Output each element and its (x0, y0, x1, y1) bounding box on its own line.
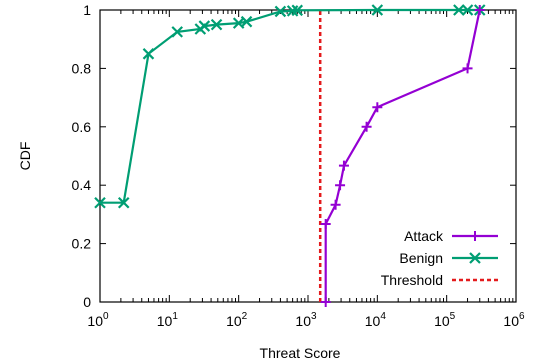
legend-marker-attack (470, 231, 480, 241)
x-tick-label: 102 (226, 311, 248, 329)
x-tick-exponent: 1 (172, 311, 178, 322)
benign-point (291, 4, 304, 17)
x-tick-exponent: 6 (519, 311, 525, 322)
x-tick-base: 10 (503, 313, 519, 329)
y-tick-label: 0.2 (72, 236, 92, 252)
benign-series (94, 4, 486, 209)
x-tick-label: 106 (503, 311, 525, 329)
x-tick-base: 10 (434, 313, 450, 329)
attack-point (320, 219, 331, 230)
attack-point (320, 297, 331, 307)
y-tick-label: 0.4 (72, 177, 92, 193)
attack-point (338, 160, 349, 171)
benign-point (142, 48, 155, 60)
y-tick-label: 0.8 (72, 60, 92, 76)
x-tick-exponent: 5 (450, 311, 456, 322)
attack-point (361, 121, 372, 132)
series-layer (94, 4, 486, 307)
benign-point (171, 26, 184, 38)
benign-point (240, 15, 253, 28)
attack-point (330, 199, 341, 210)
x-tick-label: 100 (87, 311, 109, 329)
x-tick-exponent: 0 (103, 311, 109, 322)
legend-label-threshold: Threshold (381, 272, 443, 288)
x-tick-base: 10 (87, 313, 103, 329)
legend-label-attack: Attack (404, 228, 444, 244)
attack-point (474, 5, 485, 15)
x-tick-base: 10 (365, 313, 381, 329)
x-tick-exponent: 4 (380, 311, 386, 322)
x-tick-label: 104 (365, 311, 387, 329)
benign-line (100, 8, 480, 204)
x-tick-label: 101 (157, 311, 179, 329)
benign-point (117, 196, 130, 209)
y-tick-label: 0.6 (72, 119, 92, 135)
x-tick-base: 10 (295, 313, 311, 329)
benign-point (274, 5, 287, 18)
attack-point (462, 63, 473, 74)
legend-marker-benign (469, 252, 481, 264)
x-tick-exponent: 2 (242, 311, 248, 322)
attack-point (335, 180, 346, 191)
benign-point (371, 4, 384, 16)
x-tick-exponent: 3 (311, 311, 317, 322)
benign-point (453, 4, 465, 16)
y-tick-label: 0 (83, 294, 91, 310)
benign-point (461, 4, 474, 16)
x-tick-base: 10 (157, 313, 173, 329)
benign-point (94, 196, 106, 209)
attack-series (320, 5, 485, 307)
x-tick-label: 105 (434, 311, 456, 329)
legend-label-benign: Benign (399, 250, 443, 266)
benign-point (198, 20, 211, 32)
x-tick-label: 103 (295, 311, 317, 329)
benign-point (210, 18, 223, 31)
x-axis-label: Threat Score (260, 345, 341, 361)
legend: Attack Benign Threshold (381, 228, 498, 288)
x-tick-base: 10 (226, 313, 242, 329)
y-axis-label: CDF (17, 142, 33, 171)
y-tick-label: 1 (83, 2, 91, 18)
attack-point (372, 102, 383, 113)
